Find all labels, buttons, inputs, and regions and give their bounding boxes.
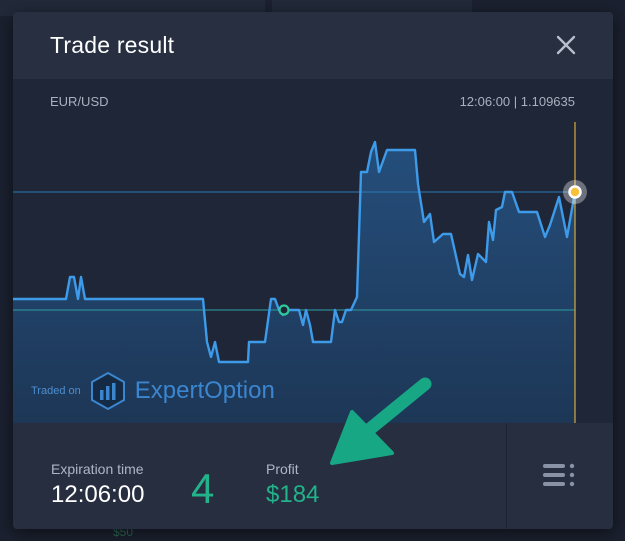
traded-on-label: Traded on (31, 385, 81, 397)
profit-value: $184 (266, 481, 320, 508)
time-price-readout: 12:06:00 | 1.109635 (459, 94, 575, 109)
entry-point-marker (278, 304, 290, 316)
expiration-time-label: Expiration time (51, 461, 144, 477)
trade-count: 4 (191, 465, 215, 512)
current-point-marker (568, 185, 582, 199)
chart-area-fill (13, 142, 575, 423)
profit-label: Profit (266, 461, 299, 477)
expiration-time-value: 12:06:00 (51, 481, 145, 508)
close-button[interactable] (551, 30, 581, 60)
price-line (13, 140, 577, 364)
brand-name: ExpertOption (134, 377, 275, 404)
trade-details-button[interactable] (507, 423, 613, 529)
price-chart-svg (13, 122, 587, 423)
trade-result-modal: Trade result EUR/USD 12 (13, 12, 613, 529)
close-icon (556, 35, 576, 55)
currency-pair: EUR/USD (50, 94, 109, 109)
expertoption-logo-icon (90, 371, 125, 411)
broker-watermark: Traded on ExpertOption (31, 369, 275, 413)
trade-summary-footer: Expiration time 12:06:00 4 Profit $184 (13, 423, 613, 529)
modal-title: Trade result (50, 32, 175, 58)
footer-divider (506, 423, 507, 529)
price-chart (13, 79, 613, 423)
list-menu-icon (543, 463, 575, 487)
modal-header: Trade result (13, 12, 613, 79)
